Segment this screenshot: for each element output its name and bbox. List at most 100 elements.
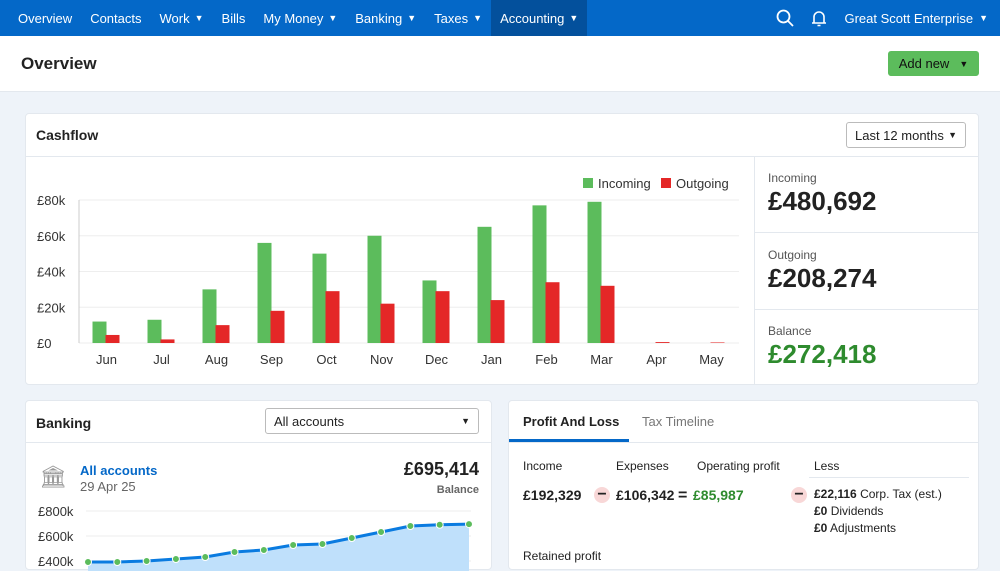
- nav-item-label: Work: [159, 10, 190, 26]
- balance-point: [406, 522, 415, 530]
- income-value: £192,329: [523, 487, 582, 503]
- nav-item-my-money[interactable]: My Money ▼: [254, 0, 346, 36]
- x-tick-label: Dec: [425, 352, 449, 367]
- balance-point: [84, 558, 92, 566]
- tab-tax-timeline[interactable]: Tax Timeline: [642, 414, 715, 429]
- x-tick-label: Jul: [153, 352, 170, 367]
- bar-outgoing: [380, 303, 395, 343]
- nav-item-label: Banking: [355, 10, 403, 26]
- y-tick-label: £600k: [38, 529, 74, 544]
- banking-title: Banking: [36, 415, 92, 431]
- bar-outgoing: [655, 342, 670, 343]
- nav-item-accounting[interactable]: Accounting ▼: [491, 0, 588, 36]
- search-icon[interactable]: [776, 9, 795, 27]
- add-new-label: Add new: [898, 56, 950, 71]
- nav-item-banking[interactable]: Banking ▼: [346, 0, 425, 36]
- nav-item-label: Contacts: [90, 10, 142, 26]
- period-value: Last 12 months: [855, 127, 944, 143]
- balance-point: [113, 558, 122, 566]
- legend-swatch-incoming: [583, 178, 593, 188]
- x-tick-label: Jan: [481, 352, 502, 367]
- balance-point: [201, 553, 210, 561]
- bar-outgoing: [710, 342, 725, 343]
- bar-outgoing: [160, 339, 175, 343]
- balance-point: [259, 546, 268, 554]
- bar-incoming: [147, 319, 162, 343]
- banking-card: Banking All accounts ▼ 🏛 All accounts 29 …: [25, 400, 492, 571]
- chevron-down-icon: ▼: [194, 13, 204, 23]
- period-select[interactable]: Last 12 months ▼: [846, 122, 966, 148]
- legend-label: Incoming: [598, 176, 651, 191]
- balance-date: 29 Apr 25: [80, 479, 136, 494]
- balance-point: [142, 557, 151, 565]
- retained-profit-label: Retained profit: [523, 549, 602, 563]
- outgoing-label: Outgoing: [768, 248, 817, 262]
- x-tick-label: Feb: [535, 352, 557, 367]
- bar-outgoing: [600, 285, 615, 343]
- bar-outgoing: [545, 282, 560, 343]
- nav-item-work[interactable]: Work ▼: [151, 0, 213, 36]
- bar-outgoing: [435, 291, 450, 343]
- bar-incoming: [202, 289, 217, 343]
- profit-loss-card: Profit And Loss Tax Timeline Income Expe…: [508, 400, 979, 570]
- x-tick-label: Mar: [590, 352, 613, 367]
- bar-incoming: [367, 235, 382, 343]
- bank-icon: 🏛: [39, 464, 67, 489]
- account-select[interactable]: All accounts ▼: [265, 408, 479, 434]
- y-tick-label: £80k: [37, 193, 66, 208]
- balance-point: [435, 520, 444, 529]
- dividends-value: £0: [814, 504, 828, 518]
- nav-item-label: Bills: [221, 10, 246, 26]
- x-tick-label: Apr: [646, 352, 667, 367]
- cashflow-chart: £0 £20k £40k £60k £80k Jun Jul Aug Sep Oct Nov Dec J…: [37, 176, 739, 367]
- minus-icon: −: [791, 487, 807, 503]
- nav-item-contacts[interactable]: Contacts: [81, 0, 150, 36]
- x-tick-label: Aug: [205, 352, 228, 367]
- tab-profit-and-loss[interactable]: Profit And Loss: [523, 414, 620, 429]
- less-label: Less: [814, 459, 840, 473]
- expenses-label: Expenses: [616, 459, 669, 473]
- nav-item-bills[interactable]: Bills: [213, 0, 255, 36]
- balance-point: [465, 520, 473, 529]
- y-tick-label: £40k: [37, 265, 66, 280]
- bar-incoming: [92, 321, 107, 343]
- nav-item-label: My Money: [263, 10, 324, 26]
- chevron-down-icon: ▼: [328, 13, 338, 23]
- y-tick-label: £0: [37, 336, 51, 351]
- chevron-down-icon: ▼: [959, 58, 969, 69]
- chevron-down-icon: ▼: [979, 13, 988, 23]
- corp-tax-value: £22,116: [814, 487, 857, 501]
- operating-profit-value: £85,987: [693, 487, 744, 503]
- add-new-button[interactable]: Add new ▼: [888, 51, 979, 76]
- account-select-value: All accounts: [274, 413, 345, 429]
- minus-icon: −: [594, 487, 610, 503]
- bar-incoming: [257, 242, 272, 343]
- legend-swatch-outgoing: [661, 178, 671, 188]
- bell-icon[interactable]: [810, 9, 828, 27]
- org-menu[interactable]: Great Scott Enterprise ▼: [844, 11, 988, 26]
- nav-item-label: Accounting: [500, 10, 565, 26]
- y-tick-label: £60k: [37, 229, 66, 244]
- bar-incoming: [587, 201, 602, 343]
- nav-right: Great Scott Enterprise ▼: [776, 9, 1000, 27]
- y-tick-label: £800k: [38, 504, 74, 519]
- balance-point: [230, 548, 239, 556]
- balance-point: [289, 541, 298, 549]
- adjustments-value: £0: [814, 521, 828, 535]
- all-accounts-link[interactable]: All accounts: [80, 463, 158, 478]
- nav-item-label: Overview: [18, 10, 73, 26]
- nav-item-taxes[interactable]: Taxes ▼: [425, 0, 491, 36]
- corp-tax-label: Corp. Tax (est.): [860, 487, 942, 501]
- balance-point: [171, 555, 180, 563]
- chevron-down-icon: ▼: [473, 13, 483, 23]
- nav-item-overview[interactable]: Overview: [9, 0, 81, 36]
- page-header: Overview: [0, 36, 1000, 92]
- cashflow-card: Cashflow Last 12 months ▼ Incoming £480,6…: [25, 113, 979, 385]
- banking-chart: £400k£600k£800k: [38, 504, 473, 571]
- bar-outgoing: [325, 291, 340, 343]
- top-nav: Overview Contacts Work ▼ Bills My Money ▼ Banki…: [0, 0, 1000, 36]
- income-label: Income: [523, 459, 563, 473]
- bank-balance: £695,414: [403, 459, 479, 479]
- bar-incoming: [312, 253, 327, 343]
- less-list: £22,116 Corp. Tax (est.) £0 Dividends £0…: [814, 486, 942, 537]
